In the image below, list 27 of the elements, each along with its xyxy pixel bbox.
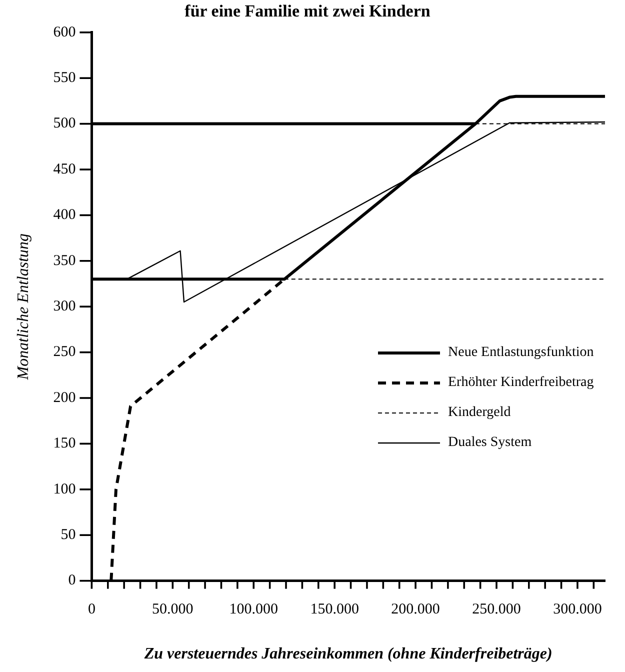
y-tick-label: 550 (53, 70, 76, 86)
y-tick-label: 0 (68, 572, 76, 589)
legend-label: Erhöhter Kinderfreibetrag (448, 375, 595, 391)
y-tick-label: 150 (53, 436, 76, 452)
x-tick-label: 300.000 (553, 602, 602, 618)
chart-title: für eine Familie mit zwei Kindern (184, 2, 431, 21)
y-axis-title: Monatliche Entlastung (14, 234, 32, 381)
y-tick-label: 50 (60, 527, 76, 544)
x-tick-label: 0 (88, 602, 96, 618)
y-tick-label: 100 (53, 481, 76, 498)
legend-label: Duales System (448, 435, 533, 451)
legend-label: Neue Entlastungsfunktion (448, 345, 595, 361)
y-tick-label: 500 (53, 116, 76, 132)
y-tick-label: 300 (53, 298, 76, 315)
x-tick-label: 150.000 (310, 602, 359, 618)
y-tick-label: 350 (53, 252, 76, 269)
y-tick-label: 200 (53, 390, 76, 406)
x-tick-label: 50.000 (152, 602, 194, 618)
y-tick-label: 600 (53, 24, 76, 40)
y-tick-label: 250 (53, 344, 76, 360)
x-tick-label: 100.000 (229, 602, 278, 618)
y-tick-label: 450 (53, 161, 76, 178)
x-tick-label: 200.000 (391, 602, 440, 618)
legend-label: Kindergeld (448, 405, 512, 421)
x-tick-label: 250.000 (472, 602, 521, 618)
x-axis-title: Zu versteuerndes Jahreseinkommen (ohne Kinderfreibeträge) (143, 646, 552, 663)
y-tick-label: 400 (53, 207, 76, 224)
